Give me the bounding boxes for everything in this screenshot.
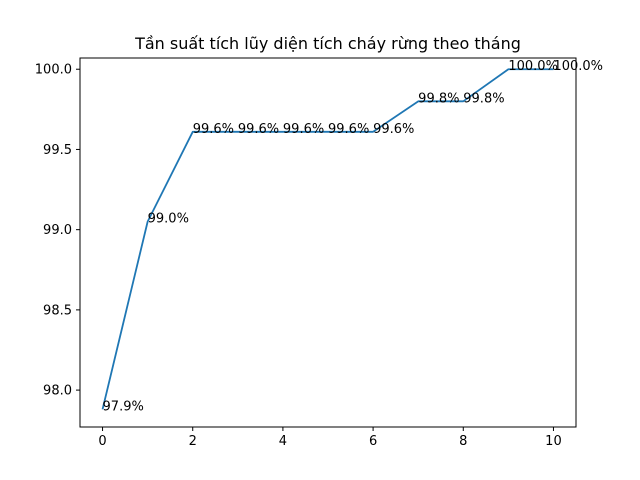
data-label-9: 100.0% xyxy=(508,59,558,74)
data-label-7: 99.8% xyxy=(418,91,459,106)
x-tick-label-10: 10 xyxy=(545,434,562,449)
y-tick-label-4: 100.0 xyxy=(35,63,72,78)
y-tick-label-2: 99.0 xyxy=(43,223,72,238)
data-label-0: 97.9% xyxy=(103,399,144,414)
chart-title: Tần suất tích lũy diện tích cháy rừng th… xyxy=(134,34,521,53)
y-tick-label-1: 98.5 xyxy=(43,303,72,318)
data-label-1: 99.0% xyxy=(148,212,189,227)
plot-area: 0 2 4 6 8 10 98.0 98.5 99.0 99.5 100.0 97.9% 99.0% 99… xyxy=(35,57,603,449)
data-label-6: 99.6% xyxy=(373,122,414,137)
y-tick-label-3: 99.5 xyxy=(43,143,72,158)
data-label-2: 99.6% xyxy=(193,122,234,137)
y-tick-label-0: 98.0 xyxy=(43,384,72,399)
x-tick-label-2: 2 xyxy=(189,434,197,449)
data-label-8: 99.8% xyxy=(463,91,504,106)
x-tick-label-8: 8 xyxy=(459,434,467,449)
data-label-10: 100.0% xyxy=(553,59,603,74)
x-tick-label-4: 4 xyxy=(279,434,287,449)
data-label-4: 99.6% xyxy=(283,122,324,137)
data-label-5: 99.6% xyxy=(328,122,369,137)
axes-frame xyxy=(79,57,577,428)
x-tick-label-0: 0 xyxy=(98,434,106,449)
x-tick-label-6: 6 xyxy=(369,434,377,449)
series-line-0 xyxy=(101,68,554,410)
data-label-3: 99.6% xyxy=(238,122,279,137)
